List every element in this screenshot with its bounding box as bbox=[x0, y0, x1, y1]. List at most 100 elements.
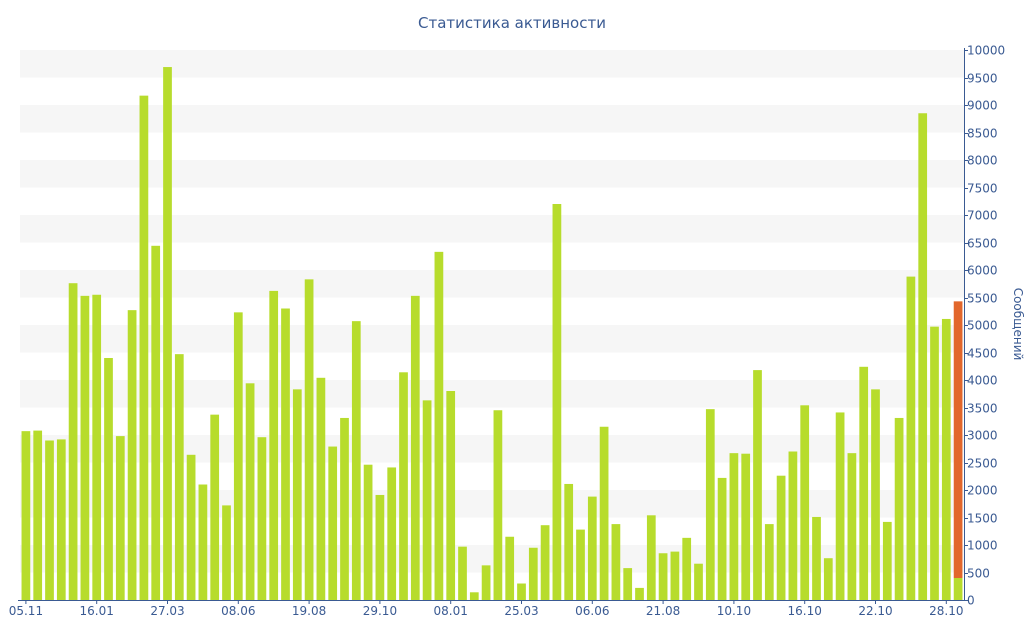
x-tick-label: 08.01 bbox=[434, 604, 468, 618]
y-tick-label: 7500 bbox=[967, 182, 998, 196]
bar bbox=[623, 568, 633, 600]
x-tick-label: 05.11 bbox=[9, 604, 43, 618]
x-tick-label: 16.10 bbox=[788, 604, 822, 618]
x-tick-label: 28.10 bbox=[929, 604, 963, 618]
bar bbox=[45, 440, 54, 600]
bar bbox=[458, 546, 467, 600]
bar bbox=[80, 295, 90, 600]
bar bbox=[540, 525, 550, 600]
bar bbox=[882, 521, 892, 600]
bar bbox=[729, 453, 739, 600]
bar bbox=[56, 439, 66, 600]
grid-band bbox=[20, 380, 964, 408]
bar bbox=[800, 405, 810, 600]
bar bbox=[670, 551, 680, 600]
bar bbox=[753, 370, 762, 600]
bar bbox=[528, 547, 538, 600]
bar bbox=[104, 358, 113, 600]
bar bbox=[953, 578, 963, 600]
x-tick-label: 21.08 bbox=[646, 604, 680, 618]
y-tick-label: 1500 bbox=[967, 512, 998, 526]
grid-band bbox=[20, 435, 964, 463]
grid-band bbox=[20, 490, 964, 518]
bar bbox=[210, 414, 220, 600]
bar bbox=[186, 454, 196, 600]
y-tick-label: 3500 bbox=[967, 402, 998, 416]
bar bbox=[304, 279, 314, 600]
bars-group bbox=[21, 67, 963, 601]
bar bbox=[127, 310, 137, 600]
bar bbox=[115, 436, 125, 600]
bar bbox=[316, 377, 326, 600]
bar bbox=[375, 494, 385, 600]
bar bbox=[635, 587, 644, 600]
y-tick-label: 8000 bbox=[967, 154, 998, 168]
bar bbox=[269, 290, 279, 600]
bar bbox=[446, 391, 456, 600]
x-tick-label: 25.03 bbox=[504, 604, 538, 618]
bar bbox=[941, 318, 951, 600]
bar bbox=[918, 113, 928, 600]
x-tick-label: 29.10 bbox=[363, 604, 397, 618]
y-tick-label: 9500 bbox=[967, 72, 998, 86]
y-tick-label: 3000 bbox=[967, 429, 998, 443]
y-tick-label: 2500 bbox=[967, 457, 998, 471]
y-tick-label: 2000 bbox=[967, 484, 998, 498]
bar bbox=[717, 477, 727, 600]
y-ticks-group: 0 500 1000 1500 2000 2500 3000 3500 4000 4500 5000… bbox=[964, 44, 1005, 608]
bar bbox=[517, 583, 526, 600]
bar bbox=[705, 409, 715, 600]
x-tick-label: 27.03 bbox=[150, 604, 184, 618]
bar bbox=[552, 204, 562, 600]
bar-highlight bbox=[953, 301, 963, 578]
bar bbox=[292, 389, 302, 600]
bar bbox=[812, 516, 821, 600]
y-tick-label: 1000 bbox=[967, 539, 998, 553]
y-tick-label: 500 bbox=[967, 567, 990, 581]
bar bbox=[328, 446, 338, 600]
grid-band bbox=[20, 215, 964, 243]
bar bbox=[741, 453, 751, 600]
bar bbox=[906, 276, 916, 600]
bar bbox=[174, 354, 184, 600]
y-tick-label: 5500 bbox=[967, 292, 998, 306]
bar bbox=[198, 484, 208, 600]
bar bbox=[611, 524, 621, 600]
y-tick-label: 7000 bbox=[967, 209, 998, 223]
bar bbox=[776, 475, 786, 600]
bar bbox=[682, 537, 692, 600]
bar bbox=[859, 366, 869, 600]
chart-title: Статистика активности bbox=[418, 14, 606, 32]
bar bbox=[434, 251, 444, 600]
bar bbox=[894, 417, 904, 600]
grid-band bbox=[20, 325, 964, 353]
bar bbox=[764, 524, 774, 600]
bar bbox=[363, 464, 373, 600]
grid-band bbox=[20, 160, 964, 188]
y-tick-label: 9000 bbox=[967, 99, 998, 113]
bar bbox=[505, 536, 515, 600]
bar bbox=[930, 326, 939, 600]
y-tick-label: 0 bbox=[967, 594, 975, 608]
x-tick-label: 19.08 bbox=[292, 604, 326, 618]
bar bbox=[823, 558, 833, 600]
bar bbox=[33, 430, 43, 600]
bar bbox=[847, 453, 857, 600]
grid-band bbox=[20, 50, 964, 78]
bar bbox=[387, 467, 397, 600]
y-tick-label: 6500 bbox=[967, 237, 998, 251]
y-tick-label: 4500 bbox=[967, 347, 998, 361]
x-tick-label: 16.01 bbox=[80, 604, 114, 618]
bar bbox=[163, 67, 172, 601]
bar bbox=[410, 295, 420, 600]
bar bbox=[587, 496, 597, 600]
bar bbox=[646, 515, 656, 600]
bar bbox=[481, 565, 491, 600]
x-tick-label: 08.06 bbox=[221, 604, 255, 618]
y-tick-label: 4000 bbox=[967, 374, 998, 388]
bar bbox=[835, 412, 845, 600]
bar bbox=[222, 505, 231, 600]
grid-band bbox=[20, 105, 964, 133]
bar bbox=[139, 95, 149, 601]
